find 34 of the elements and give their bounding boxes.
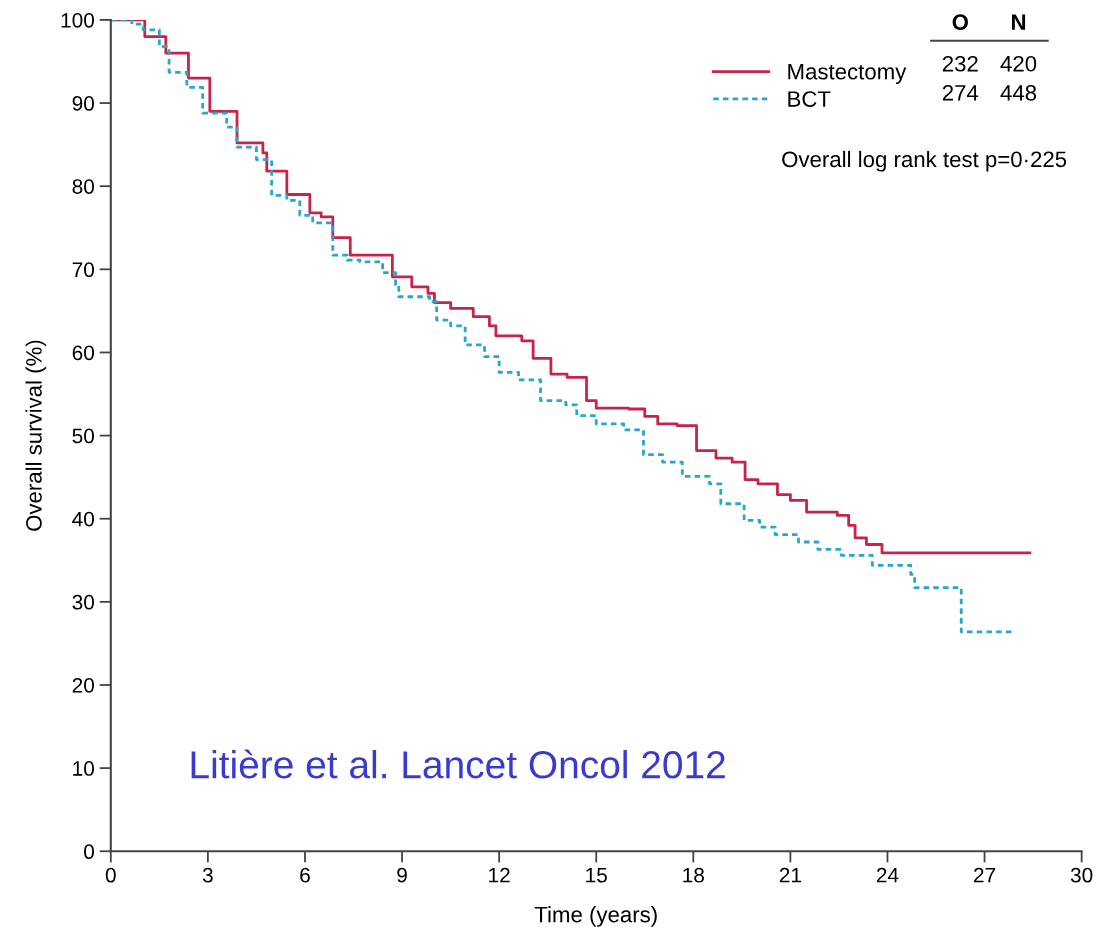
annotation: 448 [1000, 84, 1037, 101]
y-tick-label: 50 [72, 428, 95, 444]
y-tick-label: 20 [72, 677, 95, 693]
x-tick-label: 15 [586, 867, 607, 883]
x-tick-label: 0 [105, 867, 116, 883]
x-tick-label: 9 [397, 867, 407, 883]
x-tick-label: 3 [202, 867, 213, 883]
x-tick-label: 6 [300, 867, 310, 883]
x-tick-label: 21 [779, 867, 801, 883]
annotation: 420 [1000, 55, 1037, 72]
x-tick-label: 24 [876, 867, 899, 883]
y-tick-label: 80 [72, 179, 95, 194]
y-tick-label: 70 [72, 262, 95, 278]
x-tick-label: 30 [1070, 867, 1093, 883]
x-tick-label: 27 [974, 867, 996, 883]
annotation: Litière et al. Lancet Oncol 2012 [191, 749, 725, 779]
x-tick-label: 18 [683, 867, 704, 883]
y-tick-label: 100 [61, 12, 95, 28]
x-tick-label: 12 [489, 867, 510, 883]
annotation: 274 [942, 84, 979, 101]
y-tick-label: 40 [72, 511, 95, 527]
x-axis-title: Time (years) [534, 906, 657, 927]
annotation: O [952, 14, 968, 31]
y-tick-label: 60 [72, 345, 95, 361]
y-tick-label: 10 [73, 761, 95, 776]
annotation: N [1012, 14, 1026, 30]
y-tick-label: 30 [72, 594, 95, 610]
y-axis-title: Overall survival (%) [25, 340, 47, 531]
annotation: Overall log rank test p=0·225 [782, 150, 1067, 172]
legend-label: Mastectomy [788, 64, 907, 84]
annotation: 232 [942, 55, 978, 72]
legend-label: BCT [788, 91, 831, 107]
y-tick-label: 0 [84, 844, 95, 860]
y-tick-label: 90 [72, 96, 95, 111]
